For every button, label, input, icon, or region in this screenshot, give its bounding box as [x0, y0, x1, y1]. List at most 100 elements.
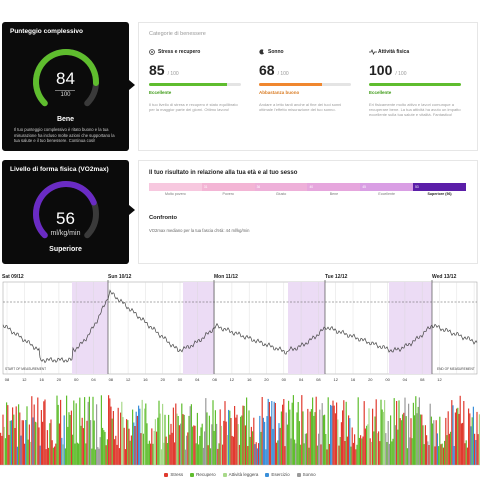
activity-bar	[469, 413, 471, 465]
activity-bar	[332, 400, 334, 465]
activity-bar	[411, 438, 413, 465]
activity-bar	[418, 397, 420, 465]
activity-bar	[16, 446, 18, 465]
hour-tick: 20	[160, 377, 165, 382]
activity-bar	[380, 399, 382, 465]
vo2-segment-label: Molto povero	[165, 192, 186, 196]
activity-bar	[1, 435, 3, 465]
activity-bar	[330, 404, 332, 465]
activity-bar	[273, 401, 275, 465]
activity-bar	[86, 420, 88, 465]
activity-bar	[338, 445, 340, 465]
fitness-level-gauge	[33, 181, 99, 239]
activity-bar	[164, 414, 166, 465]
activity-bar	[62, 444, 64, 465]
activity-bar	[298, 421, 300, 465]
activity-bar	[465, 440, 467, 465]
activity-bar	[405, 416, 407, 465]
activity-bar	[175, 403, 177, 465]
day-label: Sat 09/12	[2, 274, 24, 280]
activity-bar	[271, 401, 273, 465]
activity-bar	[230, 418, 232, 465]
hour-tick: 08	[5, 377, 10, 382]
activity-bar	[102, 427, 104, 465]
day-label: Sun 10/12	[108, 274, 132, 280]
activity-bar	[42, 421, 44, 465]
activity-bar	[364, 428, 366, 465]
activity-bar	[188, 415, 190, 465]
activity-bar	[450, 431, 452, 465]
activity-bar	[368, 408, 370, 465]
activity-bar	[169, 434, 171, 465]
activity-bar	[369, 438, 371, 465]
activity-bar	[312, 397, 314, 465]
activity-bar	[288, 400, 290, 465]
activity-bar	[367, 424, 369, 465]
activity-bar	[14, 428, 16, 465]
activity-bar	[216, 423, 218, 465]
hour-tick: 20	[57, 377, 62, 382]
activity-bar	[36, 422, 38, 465]
activity-bar	[476, 411, 478, 465]
activity-bar	[220, 425, 222, 465]
activity-bar	[140, 433, 142, 465]
activity-bar	[138, 405, 140, 465]
activity-bar	[115, 435, 117, 465]
activity-icon	[369, 49, 377, 55]
activity-bar	[348, 415, 350, 465]
activity-bar	[176, 413, 178, 465]
metric-max: / 100	[395, 71, 407, 77]
metric-description: Eri fisicamente molto attivo e lavori co…	[369, 102, 461, 118]
activity-bar	[244, 425, 246, 465]
activity-bar	[222, 444, 224, 465]
activity-bar	[458, 413, 460, 465]
activity-bar	[402, 414, 404, 465]
fitness-card-pointer	[129, 205, 135, 215]
hour-tick: 00	[282, 377, 287, 382]
activity-bar	[381, 409, 383, 465]
activity-bar	[313, 415, 315, 465]
activity-bar	[22, 420, 24, 465]
metric-sleep: Sonno 68/ 100 Abbastanza buono Andare a …	[259, 49, 351, 112]
overall-score-gauge	[33, 49, 99, 107]
activity-bar	[354, 434, 356, 465]
activity-bar	[459, 395, 461, 465]
activity-bar	[147, 443, 149, 465]
activity-bar	[318, 433, 320, 465]
legend-label: Sonno	[302, 472, 316, 477]
activity-bar	[409, 437, 411, 465]
activity-bar	[206, 412, 208, 465]
activity-bar	[165, 436, 167, 465]
vo2-segment-label: Superiore (56)	[427, 192, 452, 196]
activity-bar	[453, 446, 455, 465]
vo2-comparison-title: Il tuo risultato in relazione alla tua e…	[149, 170, 298, 176]
legend-label: Recupero	[196, 472, 216, 477]
vo2-segment: 36	[254, 183, 308, 191]
activity-bar	[158, 400, 160, 465]
activity-bar	[61, 437, 63, 465]
fitness-level-title: Livello di forma fisica (VO2max)	[10, 166, 109, 173]
metric-value-number: 68	[259, 62, 275, 78]
activity-bar	[58, 423, 60, 465]
activity-bar	[457, 407, 459, 465]
overall-score-label: Bene	[56, 116, 75, 123]
metric-value: 85/ 100	[149, 62, 241, 78]
activity-bar	[349, 418, 351, 465]
activity-bar	[444, 440, 446, 465]
metric-stress-recovery: Stress e recupero 85/ 100 Eccellente Il …	[149, 49, 241, 112]
activity-bar	[55, 443, 57, 465]
activity-bar	[415, 396, 417, 465]
activity-bar	[254, 444, 256, 465]
activity-bar	[3, 426, 5, 465]
activity-bar	[408, 403, 410, 465]
activity-bar	[229, 410, 231, 465]
activity-bar	[64, 448, 66, 465]
activity-bar	[32, 417, 34, 465]
activity-bar	[40, 410, 42, 465]
vo2-segment-label: Bene	[329, 192, 339, 196]
activity-bar	[445, 417, 447, 465]
metric-name-text: Stress e recupero	[158, 49, 201, 55]
activity-bar	[433, 420, 435, 465]
activity-bar	[163, 442, 165, 465]
activity-bar	[424, 425, 426, 465]
